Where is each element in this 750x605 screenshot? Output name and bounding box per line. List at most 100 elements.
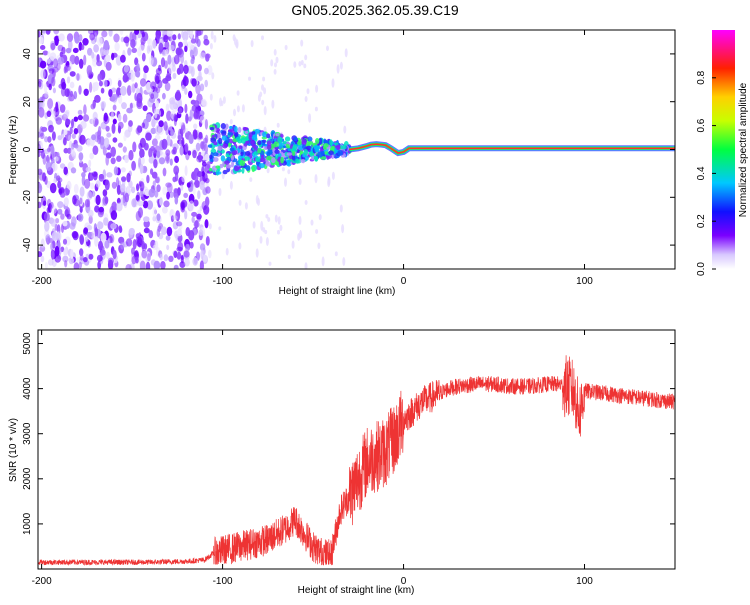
noise-blob bbox=[71, 118, 74, 129]
noise-blob bbox=[73, 143, 79, 149]
noise-blob bbox=[63, 66, 67, 74]
noise-blob bbox=[167, 54, 172, 65]
noise-blob bbox=[100, 87, 105, 94]
noise-blob bbox=[58, 33, 65, 42]
noise-blob bbox=[177, 187, 181, 196]
noise-blob bbox=[298, 215, 302, 225]
noise-blob bbox=[54, 245, 60, 257]
noise-blob bbox=[339, 204, 343, 213]
noise-blob bbox=[300, 39, 304, 47]
noise-blob bbox=[94, 236, 99, 247]
spectrogram-x-tick-label: -100 bbox=[213, 276, 233, 287]
noise-blob bbox=[314, 106, 318, 112]
transition-blob bbox=[300, 159, 306, 163]
noise-blob bbox=[46, 110, 52, 118]
noise-blob bbox=[168, 123, 173, 131]
noise-blob bbox=[196, 75, 203, 82]
noise-blob bbox=[168, 255, 174, 262]
noise-blob bbox=[104, 79, 108, 87]
noise-blob bbox=[222, 96, 226, 104]
noise-blob bbox=[155, 67, 162, 75]
noise-blob bbox=[63, 147, 69, 154]
noise-blob bbox=[125, 37, 129, 47]
noise-blob bbox=[74, 55, 80, 65]
noise-blob bbox=[303, 63, 307, 69]
transition-blob bbox=[235, 136, 241, 142]
noise-blob bbox=[130, 71, 135, 82]
noise-blob bbox=[179, 261, 186, 268]
noise-blob bbox=[93, 44, 99, 53]
transition-blob bbox=[342, 144, 347, 150]
noise-blob bbox=[199, 180, 205, 191]
noise-blob bbox=[267, 217, 271, 222]
spectrogram-x-tick-label: -200 bbox=[32, 276, 52, 287]
noise-blob bbox=[196, 155, 204, 161]
snr-y-tick-label: 4000 bbox=[22, 377, 33, 400]
noise-blob bbox=[86, 224, 93, 231]
noise-blob bbox=[276, 122, 280, 128]
noise-blob bbox=[151, 148, 157, 154]
noise-blob bbox=[68, 256, 75, 265]
transition-blob bbox=[317, 151, 323, 158]
noise-blob bbox=[152, 180, 156, 187]
noise-blob bbox=[274, 62, 277, 68]
noise-blob bbox=[160, 261, 166, 269]
noise-blob bbox=[72, 47, 79, 54]
noise-blob bbox=[250, 40, 254, 48]
noise-blob bbox=[205, 134, 209, 144]
noise-blob bbox=[57, 135, 63, 141]
transition-blob bbox=[209, 167, 212, 172]
noise-blob bbox=[71, 133, 76, 139]
noise-blob bbox=[188, 134, 194, 145]
noise-blob bbox=[146, 200, 154, 210]
transition-blob bbox=[296, 139, 302, 146]
noise-blob bbox=[259, 91, 263, 98]
noise-blob bbox=[48, 68, 55, 74]
transition-blob bbox=[275, 133, 280, 137]
noise-blob bbox=[331, 78, 335, 88]
noise-blob bbox=[173, 264, 179, 269]
noise-blob bbox=[155, 75, 160, 84]
spectrogram-y-tick-label: -40 bbox=[22, 237, 33, 252]
transition-blob bbox=[237, 126, 242, 133]
noise-blob bbox=[63, 111, 70, 118]
transition-blob bbox=[278, 143, 282, 150]
noise-blob bbox=[204, 67, 209, 75]
noise-blob bbox=[95, 194, 101, 206]
noise-blob bbox=[41, 96, 45, 103]
transition-blob bbox=[222, 143, 228, 149]
noise-blob bbox=[183, 39, 188, 47]
snr-x-tick-label: -100 bbox=[213, 576, 233, 587]
transition-blob bbox=[241, 167, 245, 174]
noise-blob bbox=[191, 78, 197, 87]
noise-blob bbox=[150, 127, 157, 135]
noise-blob bbox=[187, 41, 193, 48]
noise-blob bbox=[73, 262, 80, 269]
noise-blob bbox=[139, 181, 145, 192]
transition-blob bbox=[282, 140, 287, 145]
noise-blob bbox=[87, 231, 92, 238]
noise-blob bbox=[126, 85, 132, 96]
noise-blob bbox=[150, 93, 155, 100]
noise-blob bbox=[83, 88, 89, 97]
noise-blob bbox=[197, 63, 202, 72]
noise-blob bbox=[63, 188, 70, 196]
transition-blob bbox=[295, 158, 300, 164]
noise-blob bbox=[63, 129, 68, 136]
noise-blob bbox=[163, 60, 168, 69]
noise-blob bbox=[178, 107, 183, 114]
noise-blob bbox=[113, 166, 119, 176]
noise-blob bbox=[129, 102, 133, 110]
noise-blob bbox=[241, 104, 245, 113]
noise-blob bbox=[165, 75, 172, 82]
noise-blob bbox=[265, 214, 269, 219]
colorbar: 0.0 0.2 0.4 0.6 0.8 Normalized spectral ampl… bbox=[696, 30, 749, 276]
noise-blob bbox=[83, 54, 87, 66]
noise-blob bbox=[48, 124, 54, 133]
noise-blob bbox=[47, 259, 54, 266]
noise-blob bbox=[69, 126, 73, 135]
transition-blob bbox=[277, 153, 282, 158]
noise-blob bbox=[334, 251, 338, 257]
transition-blob bbox=[231, 160, 235, 168]
noise-blob bbox=[168, 63, 174, 74]
